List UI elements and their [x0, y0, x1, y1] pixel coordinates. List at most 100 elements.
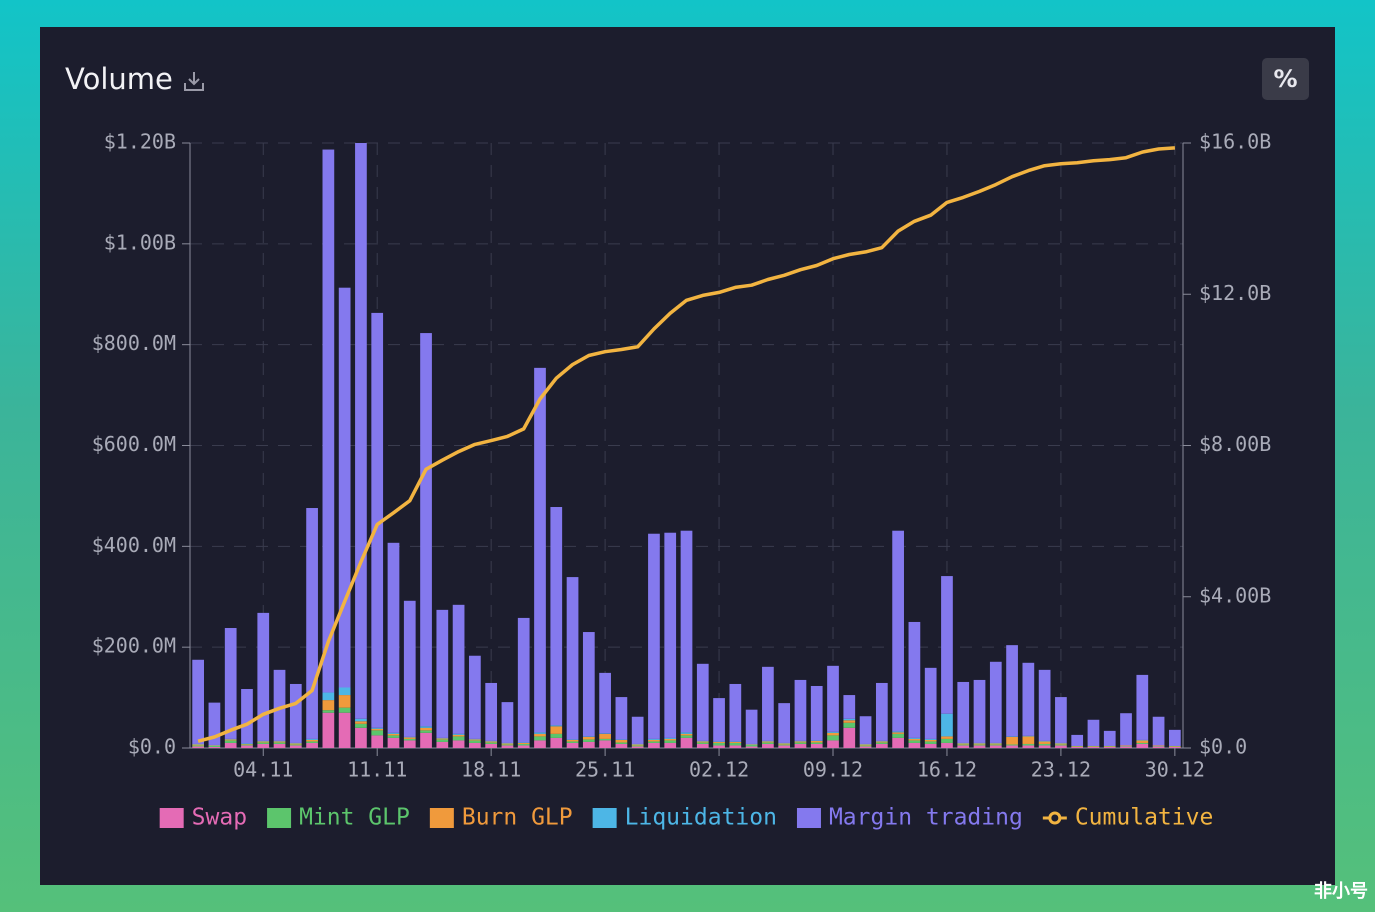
bar-segment — [1169, 746, 1181, 748]
bar-segment — [827, 735, 839, 741]
bar-segment — [843, 727, 856, 748]
legend-label: Liquidation — [625, 805, 777, 831]
percent-button[interactable] — [1262, 58, 1309, 100]
bar-segment — [322, 692, 335, 701]
bar-segment — [680, 735, 693, 738]
bar-segment — [420, 730, 432, 733]
legend-label: Margin trading — [829, 805, 1023, 831]
bar-segment — [713, 741, 725, 743]
bar-segment — [778, 742, 791, 744]
bar-segment — [810, 743, 823, 748]
bar-segment — [582, 736, 595, 737]
bar-segment — [713, 745, 725, 748]
bar-segment — [517, 743, 530, 746]
bar-segment — [534, 733, 546, 737]
bar-segment — [241, 743, 253, 744]
bar-segment — [875, 743, 888, 748]
bar-segment — [338, 687, 351, 696]
bar-segment — [810, 742, 823, 744]
y-tick-label: $600.0M — [92, 432, 176, 456]
bar-segment — [208, 745, 221, 747]
bar-segment — [452, 604, 465, 734]
bar-segment — [745, 746, 758, 748]
bar-segment — [1152, 745, 1165, 747]
bar-segment — [550, 507, 563, 726]
bar-segment — [1136, 740, 1149, 743]
bar-segment — [387, 732, 400, 734]
bar-segment — [1152, 746, 1165, 748]
bar-segment — [1152, 745, 1165, 746]
bar-segment — [1055, 697, 1067, 743]
bar-segment — [1103, 745, 1116, 747]
download-icon[interactable] — [184, 72, 204, 91]
bar-segment — [810, 685, 823, 741]
y2-tick-label: $12.0B — [1199, 281, 1271, 305]
bar-segment — [355, 727, 367, 748]
bar-segment — [810, 740, 823, 743]
bar-segment — [827, 732, 839, 736]
bar-segment — [1071, 746, 1084, 748]
bar-segment — [664, 532, 677, 738]
bar-segment — [631, 716, 644, 744]
legend-dot — [1048, 811, 1062, 825]
bar-segment — [957, 681, 970, 743]
bar-segment — [387, 733, 400, 736]
bar-segment — [1087, 745, 1100, 747]
bar-segment — [420, 333, 432, 727]
bar-segment — [941, 713, 953, 737]
bar-segment — [452, 733, 465, 735]
bar-segment — [794, 742, 807, 744]
bar-segment — [599, 672, 611, 734]
bar-segment — [1136, 742, 1149, 744]
bar-segment — [1071, 746, 1084, 747]
bar-segment — [794, 679, 807, 741]
bar-segment — [892, 737, 904, 748]
bar-segment — [648, 738, 660, 740]
x-tick-label: 11.11 — [347, 758, 407, 782]
legend-swatch — [267, 808, 292, 828]
bar-segment — [1120, 713, 1132, 746]
bar-segment — [355, 721, 367, 724]
bar-segment — [371, 727, 384, 729]
bar-segment — [550, 725, 563, 727]
bar-segment — [289, 745, 302, 748]
bar-segment — [1038, 743, 1051, 746]
x-tick-label: 04.11 — [233, 758, 293, 782]
bar-segment — [1022, 745, 1035, 748]
bar-segment — [403, 736, 416, 738]
bar-segment — [289, 683, 302, 743]
card-title: Volume — [65, 62, 173, 96]
y2-tick-label: $0.0 — [1199, 735, 1247, 759]
bar-segment — [436, 738, 449, 740]
percent-button-label[interactable]: % — [1273, 65, 1297, 93]
bar-segment — [713, 742, 725, 746]
bar-segment — [224, 739, 237, 741]
bar-segment — [534, 367, 546, 733]
bar-segment — [615, 743, 628, 748]
bar-segment — [1120, 745, 1132, 747]
bar-segment — [192, 659, 204, 744]
bar-segment — [794, 740, 807, 742]
bar-segment — [631, 746, 644, 748]
bar-segment — [485, 682, 498, 741]
bar-segment — [257, 742, 270, 744]
bar-segment — [1169, 745, 1181, 747]
bar-segment — [859, 746, 872, 748]
bar-segment — [599, 738, 611, 741]
bar-segment — [322, 700, 335, 711]
y-tick-label: $0.0 — [128, 735, 176, 759]
bar-segment — [875, 740, 888, 742]
bar-segment — [843, 722, 856, 728]
bar-segment — [941, 576, 953, 714]
bar-segment — [827, 665, 839, 732]
bar-segment — [892, 731, 904, 733]
bar-segment — [599, 733, 611, 734]
bar-segment — [273, 741, 286, 743]
bar-segment — [1120, 745, 1132, 746]
bar-segment — [224, 742, 237, 748]
y2-tick-label: $16.0B — [1199, 130, 1271, 154]
bar-segment — [322, 149, 335, 693]
bar-segment — [973, 743, 986, 745]
legend: Swap Mint GLP Burn GLP Liquidation Margin tr… — [159, 805, 1213, 831]
bar-segment — [387, 735, 400, 738]
